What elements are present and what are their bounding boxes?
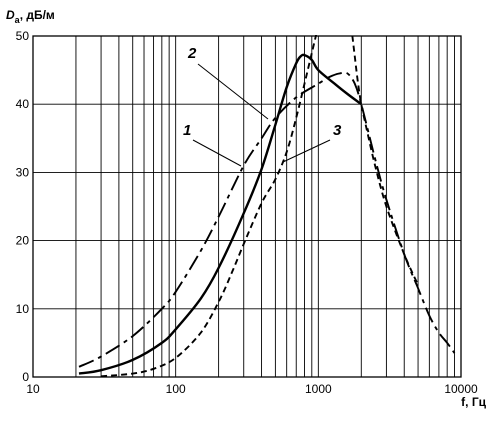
y-axis-unit: , дБ/м [20, 8, 55, 22]
series-line-3 [101, 35, 318, 377]
y-axis-symbol: D [6, 8, 15, 22]
y-tick-label: 30 [16, 165, 30, 179]
leader-line-2 [197, 63, 269, 120]
annotation-labels: 1 2 3 [183, 45, 342, 139]
curve-label-2: 2 [187, 45, 197, 62]
series-line-2 [78, 71, 456, 368]
series-line-1 [78, 53, 363, 375]
y-tick-label: 50 [16, 29, 30, 43]
grid [33, 36, 461, 377]
x-axis-label: f, Гц [461, 395, 486, 409]
curve-label-1: 1 [183, 122, 191, 139]
y-tick-label: 20 [16, 234, 30, 248]
x-axis: 10 100 1000 10000 [26, 382, 478, 396]
curve-label-3: 3 [333, 122, 342, 139]
series-line-3 [351, 35, 419, 286]
annotation-leaders [192, 63, 331, 167]
x-tick-label: 100 [166, 382, 186, 396]
leader-line-1 [192, 139, 242, 167]
y-tick-label: 0 [22, 370, 29, 384]
plot-frame [32, 35, 462, 378]
x-tick-label: 1000 [305, 382, 332, 396]
x-tick-label: 10000 [444, 382, 478, 396]
y-axis: 0 10 20 30 40 50 [16, 29, 30, 384]
y-tick-label: 40 [16, 97, 30, 111]
series-layer [78, 35, 456, 377]
y-axis-subscript: а [15, 15, 21, 25]
y-tick-label: 10 [16, 302, 30, 316]
x-tick-label: 10 [26, 382, 40, 396]
leader-line-3 [282, 139, 331, 163]
y-axis-label: Dа, дБ/м [6, 8, 55, 25]
